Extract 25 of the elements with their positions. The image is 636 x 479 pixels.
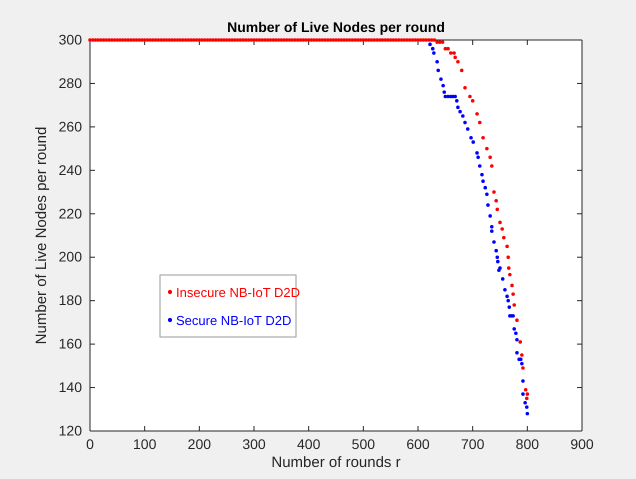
y-tick-label: 160 bbox=[58, 336, 82, 352]
y-tick-label: 140 bbox=[58, 379, 82, 396]
x-tick-label: 900 bbox=[570, 436, 594, 452]
y-axis-title: Number of Live Nodes per round bbox=[33, 126, 50, 344]
y-tick-label: 180 bbox=[58, 292, 82, 308]
legend-label: Insecure NB-IoT D2D bbox=[176, 285, 300, 300]
y-tick-label: 220 bbox=[58, 205, 82, 222]
y-tick-label: 240 bbox=[58, 162, 82, 178]
x-tick-label: 700 bbox=[460, 436, 485, 452]
chart-title: Number of Live Nodes per round bbox=[227, 19, 445, 35]
legend-label: Secure NB-IoT D2D bbox=[176, 313, 292, 328]
x-tick-label: 0 bbox=[86, 436, 94, 452]
x-axis-title: Number of rounds r bbox=[271, 454, 401, 471]
y-tick-label: 280 bbox=[58, 74, 82, 91]
x-tick-label: 400 bbox=[296, 436, 321, 452]
x-tick-label: 500 bbox=[352, 436, 376, 452]
x-tick-label: 100 bbox=[132, 436, 157, 452]
x-tick-label: 600 bbox=[406, 436, 430, 452]
y-tick-label: 260 bbox=[58, 118, 82, 134]
x-tick-label: 200 bbox=[188, 436, 212, 452]
y-tick-label: 200 bbox=[58, 248, 82, 265]
y-tick-label: 300 bbox=[58, 31, 82, 48]
x-tick-label: 300 bbox=[242, 436, 266, 452]
y-tick-label: 120 bbox=[58, 422, 82, 438]
x-tick-label: 800 bbox=[516, 436, 540, 452]
